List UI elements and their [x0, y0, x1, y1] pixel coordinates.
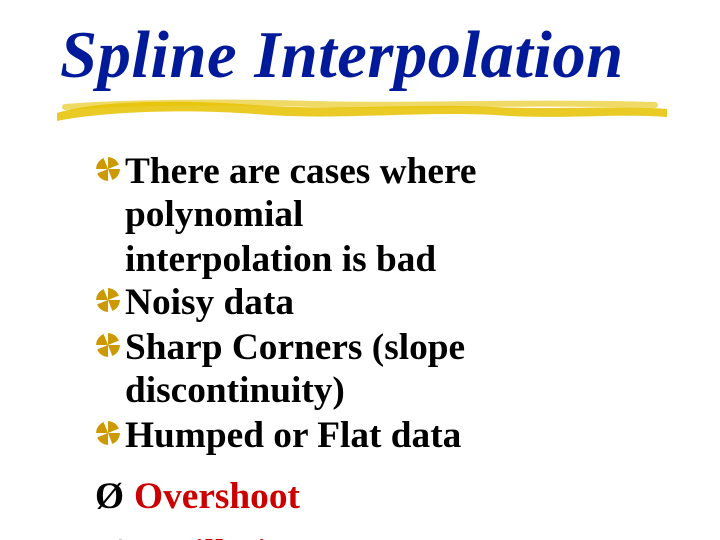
windmill-icon [95, 287, 121, 313]
bullet-primary-0-text-line-0: There are cases where polynomial [125, 150, 655, 236]
slide-title: Spline Interpolation [60, 18, 624, 94]
slide: Spline Interpolation There are cases whe… [0, 0, 720, 540]
bullet-secondary-0-text: Overshoot [134, 475, 300, 518]
bullet-primary-0: There are cases where polynomial [95, 150, 655, 236]
bullet-secondary-1: Ø Oscillations [95, 532, 655, 540]
content-area: There are cases where polynomial interpo… [95, 150, 655, 540]
brush-stroke-path-2 [65, 103, 655, 107]
bullet-primary-2-text: Sharp Corners (slope discontinuity) [125, 326, 655, 412]
brush-stroke-path [57, 102, 667, 121]
bullet-primary-1-text: Noisy data [125, 281, 294, 324]
bullet-primary-1: Noisy data [95, 281, 655, 324]
title-underline-stroke [55, 95, 670, 125]
windmill-icon [95, 420, 121, 446]
bullet-secondary-0: Ø Overshoot [95, 475, 655, 518]
arrow-icon: Ø [95, 475, 124, 518]
windmill-icon [95, 332, 121, 358]
bullet-primary-3: Humped or Flat data [95, 414, 655, 457]
arrow-icon: Ø [95, 532, 124, 540]
bullet-secondary-1-text: Oscillations [134, 532, 321, 540]
windmill-icon [95, 156, 121, 182]
bullet-primary-0-text-line-1: interpolation is bad [125, 238, 655, 281]
bullet-primary-2: Sharp Corners (slope discontinuity) [95, 326, 655, 412]
bullet-primary-3-text: Humped or Flat data [125, 414, 461, 457]
